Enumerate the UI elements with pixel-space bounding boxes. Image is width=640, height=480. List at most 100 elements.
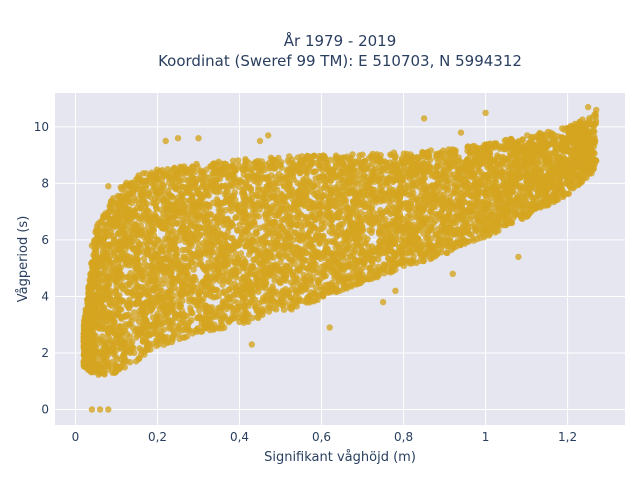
data-point bbox=[467, 152, 474, 159]
data-point bbox=[176, 335, 183, 342]
data-point bbox=[208, 186, 216, 193]
data-point bbox=[432, 253, 439, 260]
data-point bbox=[167, 193, 174, 200]
data-point bbox=[177, 312, 185, 319]
data-point bbox=[413, 197, 420, 204]
data-point bbox=[141, 260, 148, 267]
data-point bbox=[523, 179, 530, 186]
data-point bbox=[333, 228, 340, 235]
data-point bbox=[358, 221, 365, 229]
data-point bbox=[208, 256, 215, 263]
data-points bbox=[80, 103, 600, 413]
data-point bbox=[228, 303, 235, 310]
data-point bbox=[275, 233, 282, 240]
data-point bbox=[140, 255, 148, 262]
data-point bbox=[181, 255, 188, 263]
data-point bbox=[245, 290, 252, 298]
data-point bbox=[270, 190, 278, 197]
data-point bbox=[142, 266, 149, 273]
data-point bbox=[194, 163, 201, 170]
data-point bbox=[142, 239, 149, 246]
data-point bbox=[151, 200, 158, 207]
data-point bbox=[189, 164, 196, 171]
data-point bbox=[128, 317, 135, 325]
data-point bbox=[237, 250, 245, 257]
data-point bbox=[132, 285, 139, 292]
data-point bbox=[179, 318, 186, 326]
data-point bbox=[183, 166, 190, 173]
data-point bbox=[552, 167, 559, 174]
data-point bbox=[491, 144, 498, 151]
data-point bbox=[110, 350, 117, 358]
data-point bbox=[275, 170, 283, 178]
data-point bbox=[433, 164, 441, 171]
data-point bbox=[565, 190, 572, 197]
data-point bbox=[377, 184, 384, 192]
data-point bbox=[145, 190, 152, 198]
data-point bbox=[559, 125, 566, 132]
data-point bbox=[95, 280, 103, 287]
data-point bbox=[162, 277, 170, 284]
data-point bbox=[235, 208, 243, 216]
data-point bbox=[368, 229, 375, 236]
data-point bbox=[407, 214, 415, 222]
data-point bbox=[265, 229, 273, 237]
data-point bbox=[463, 169, 470, 177]
data-point bbox=[349, 151, 356, 158]
data-point bbox=[455, 165, 462, 173]
data-point bbox=[336, 262, 344, 269]
data-point bbox=[196, 307, 203, 314]
data-point bbox=[122, 242, 129, 250]
data-point bbox=[157, 244, 164, 251]
data-point bbox=[218, 200, 225, 207]
data-point bbox=[165, 316, 172, 323]
data-point bbox=[126, 280, 133, 287]
data-point bbox=[289, 173, 297, 180]
data-point bbox=[316, 165, 323, 172]
data-point bbox=[218, 265, 225, 272]
data-point bbox=[169, 220, 176, 228]
data-point bbox=[418, 214, 425, 221]
data-point bbox=[130, 223, 137, 230]
data-point bbox=[231, 291, 238, 298]
data-point bbox=[382, 216, 389, 223]
data-point bbox=[128, 254, 135, 261]
data-point bbox=[228, 284, 235, 291]
data-point bbox=[245, 176, 252, 183]
data-point bbox=[230, 266, 237, 273]
data-point bbox=[102, 221, 109, 228]
data-point bbox=[179, 246, 186, 254]
data-point bbox=[203, 166, 210, 173]
data-point bbox=[282, 228, 290, 235]
data-point bbox=[312, 216, 319, 224]
data-point bbox=[91, 341, 99, 349]
data-point bbox=[437, 190, 444, 198]
data-point bbox=[430, 191, 437, 198]
data-point bbox=[236, 237, 243, 244]
data-point bbox=[146, 331, 154, 339]
data-point bbox=[249, 298, 256, 306]
data-point bbox=[327, 156, 334, 164]
data-point bbox=[559, 134, 566, 142]
data-point bbox=[387, 257, 394, 265]
data-point bbox=[109, 358, 116, 366]
data-point bbox=[398, 250, 406, 257]
data-point bbox=[181, 326, 188, 333]
data-point bbox=[329, 223, 336, 230]
data-point bbox=[434, 179, 441, 187]
data-point bbox=[528, 185, 535, 192]
data-point bbox=[254, 313, 261, 320]
data-point bbox=[537, 169, 544, 177]
data-point bbox=[126, 338, 133, 346]
data-point bbox=[466, 200, 474, 207]
data-point bbox=[508, 159, 515, 166]
data-point bbox=[153, 205, 160, 213]
data-point bbox=[256, 206, 263, 213]
data-point bbox=[107, 337, 115, 344]
data-point bbox=[197, 231, 204, 238]
data-point bbox=[203, 189, 211, 197]
data-point bbox=[188, 289, 195, 296]
data-point bbox=[366, 275, 373, 282]
data-point bbox=[518, 212, 525, 219]
